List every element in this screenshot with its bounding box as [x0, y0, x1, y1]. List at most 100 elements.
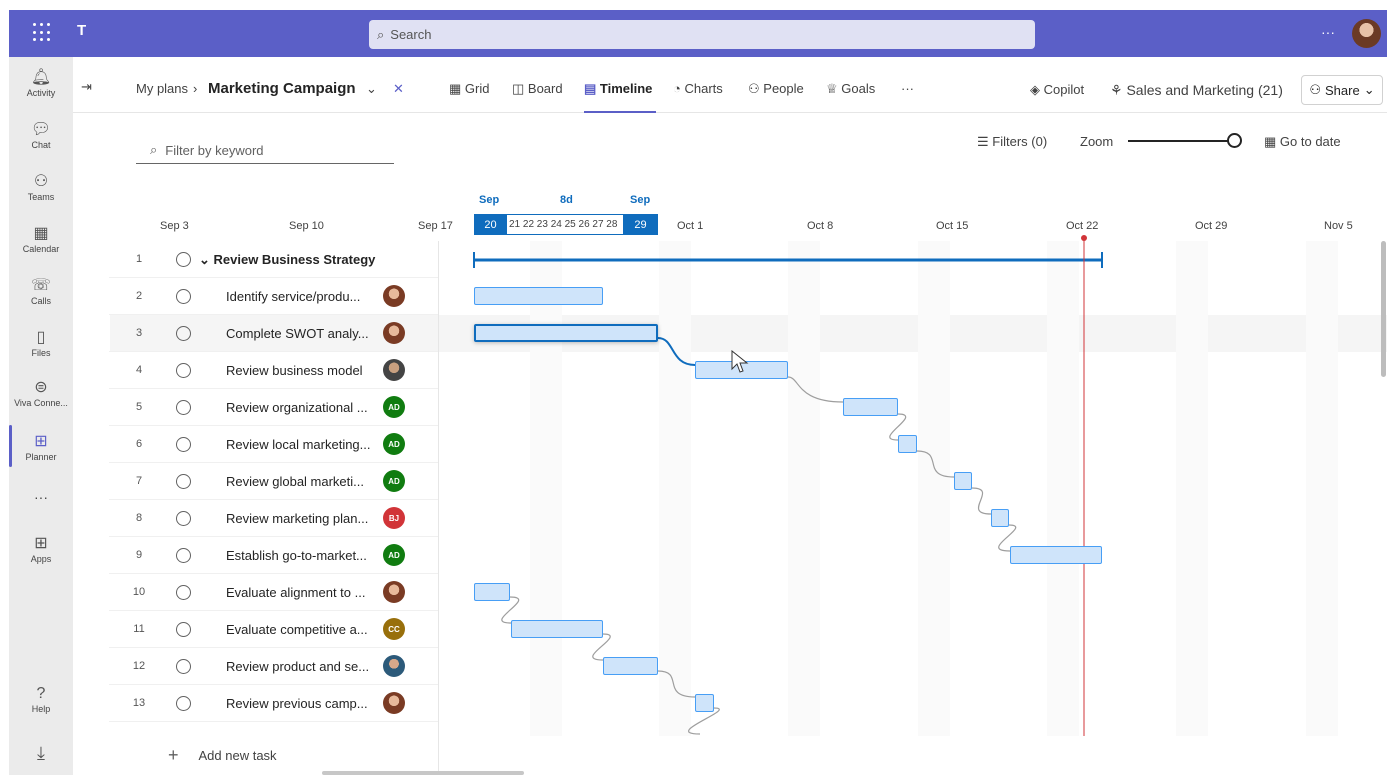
rail-item-chat[interactable]: 💬︎ Chat — [9, 119, 73, 150]
task-title[interactable]: Review local marketing... — [226, 437, 371, 452]
search-box[interactable]: ⌕ Search — [369, 20, 1035, 49]
task-title[interactable]: Review business model — [226, 363, 363, 378]
task-row[interactable]: 8 Review marketing plan... BJ — [109, 500, 439, 537]
task-title[interactable]: Review product and se... — [226, 659, 370, 674]
rail-item-viva[interactable]: ⊜ Viva Conne... — [9, 377, 73, 408]
task-row[interactable]: 3 Complete SWOT analy... — [109, 315, 439, 352]
task-bar[interactable] — [843, 398, 898, 416]
assignee-avatar[interactable]: CC — [383, 618, 405, 640]
task-bar[interactable] — [511, 620, 603, 638]
more-tabs-button[interactable]: ··· — [901, 81, 914, 96]
filters-button[interactable]: ☰ Filters (0) — [977, 134, 1047, 150]
task-bar[interactable] — [991, 509, 1009, 527]
task-row[interactable]: 13 Review previous camp... — [109, 685, 439, 722]
share-button[interactable]: ⚇ Share ⌄ — [1301, 75, 1383, 105]
task-row[interactable]: 11 Evaluate competitive a... CC — [109, 611, 439, 648]
assignee-avatar[interactable] — [383, 359, 405, 381]
task-bar[interactable] — [603, 657, 658, 675]
assignee-avatar[interactable] — [383, 581, 405, 603]
breadcrumb-my-plans[interactable]: My plans — [136, 81, 189, 96]
filter-keyword-input[interactable]: ⌕ Filter by keyword — [136, 137, 394, 164]
task-title[interactable]: Review previous camp... — [226, 696, 368, 711]
copilot-button[interactable]: ◈ Copilot — [1030, 82, 1084, 98]
task-bar[interactable] — [695, 694, 714, 712]
task-title[interactable]: Complete SWOT analy... — [226, 326, 369, 341]
assignee-avatar[interactable] — [383, 692, 405, 714]
group-members-button[interactable]: ⚘ Sales and Marketing (21) — [1110, 82, 1283, 99]
rail-item-calendar[interactable]: ▦ Calendar — [9, 223, 73, 254]
task-complete-checkbox[interactable] — [176, 511, 191, 526]
task-title[interactable]: Evaluate alignment to ... — [226, 585, 366, 600]
task-title[interactable]: Identify service/produ... — [226, 289, 361, 304]
chevron-down-icon[interactable]: ⌄ — [199, 252, 214, 267]
rail-item-files[interactable]: ▯ Files — [9, 327, 73, 358]
download-icon[interactable]: ⤓ — [37, 743, 45, 763]
task-title[interactable]: ⌄ Review Business Strategy — [199, 252, 375, 268]
task-complete-checkbox[interactable] — [176, 548, 191, 563]
task-complete-checkbox[interactable] — [176, 437, 191, 452]
assignee-avatar[interactable] — [383, 285, 405, 307]
task-title[interactable]: Establish go-to-market... — [226, 548, 367, 563]
task-row[interactable]: 10 Evaluate alignment to ... — [109, 574, 439, 611]
task-title[interactable]: Review marketing plan... — [226, 511, 369, 526]
assignee-avatar[interactable]: BJ — [383, 507, 405, 529]
rail-item-activity[interactable]: 🔔︎ Activity — [9, 67, 73, 98]
assignee-avatar[interactable] — [383, 322, 405, 344]
rail-item-planner[interactable]: ⊞ Planner — [9, 431, 73, 462]
tab-board[interactable]: ◫ Board — [512, 81, 563, 97]
collapse-panel-icon[interactable]: ⇥ — [81, 79, 92, 94]
tab-people[interactable]: ⚇ People — [748, 81, 804, 97]
task-title[interactable]: Review organizational ... — [226, 400, 368, 415]
task-row[interactable]: 4 Review business model — [109, 352, 439, 389]
task-complete-checkbox[interactable] — [176, 622, 191, 637]
summary-bar[interactable] — [473, 252, 1103, 268]
task-title[interactable]: Review global marketi... — [226, 474, 364, 489]
task-row[interactable]: 12 Review product and se... — [109, 648, 439, 685]
app-launcher-icon[interactable] — [33, 23, 53, 43]
rail-item-help[interactable]: ? Help — [9, 685, 73, 714]
task-complete-checkbox[interactable] — [176, 474, 191, 489]
assignee-avatar[interactable]: AD — [383, 544, 405, 566]
task-complete-checkbox[interactable] — [176, 400, 191, 415]
rail-more-button[interactable]: ··· — [34, 489, 48, 505]
rail-item-teams[interactable]: ⚇ Teams — [9, 171, 73, 202]
rail-item-calls[interactable]: ☏ Calls — [9, 275, 73, 306]
more-options-button[interactable]: ··· — [1321, 24, 1335, 40]
task-complete-checkbox[interactable] — [176, 585, 191, 600]
rail-item-apps[interactable]: ⊞ Apps — [9, 533, 73, 564]
task-bar[interactable] — [898, 435, 917, 453]
tab-charts[interactable]: ◔ Charts — [673, 81, 723, 96]
plan-dropdown-chevron-icon[interactable]: ⌄ — [366, 81, 377, 96]
task-complete-checkbox[interactable] — [176, 326, 191, 341]
go-to-date-button[interactable]: ▦ Go to date — [1264, 134, 1341, 150]
task-row[interactable]: 7 Review global marketi... AD — [109, 463, 439, 500]
task-bar[interactable] — [954, 472, 972, 490]
task-bar[interactable] — [474, 583, 510, 601]
task-bar-selected[interactable] — [474, 324, 658, 342]
tab-grid[interactable]: ▦ Grid — [449, 81, 489, 97]
task-row[interactable]: 9 Establish go-to-market... AD — [109, 537, 439, 574]
task-complete-checkbox[interactable] — [176, 659, 191, 674]
task-row[interactable]: 2 Identify service/produ... — [109, 278, 439, 315]
task-complete-checkbox[interactable] — [176, 696, 191, 711]
task-row[interactable]: 6 Review local marketing... AD — [109, 426, 439, 463]
zoom-slider-track[interactable] — [1128, 140, 1234, 142]
task-bar[interactable] — [1010, 546, 1102, 564]
assignee-avatar[interactable]: AD — [383, 433, 405, 455]
tab-goals[interactable]: ♕ Goals — [826, 81, 875, 97]
plan-title[interactable]: Marketing Campaign — [208, 80, 356, 97]
vertical-scrollbar[interactable] — [1381, 241, 1386, 377]
zoom-slider-handle[interactable] — [1227, 133, 1242, 148]
task-row[interactable]: 5 Review organizational ... AD — [109, 389, 439, 426]
user-avatar[interactable] — [1352, 19, 1381, 48]
add-new-task-button[interactable]: + Add new task — [168, 745, 277, 766]
horizontal-scrollbar[interactable] — [322, 771, 524, 775]
task-complete-checkbox[interactable] — [176, 289, 191, 304]
task-title[interactable]: Evaluate competitive a... — [226, 622, 368, 637]
task-bar[interactable] — [474, 287, 603, 305]
task-complete-checkbox[interactable] — [176, 363, 191, 378]
assignee-avatar[interactable]: AD — [383, 470, 405, 492]
assignee-avatar[interactable] — [383, 655, 405, 677]
task-row-summary[interactable]: 1 ⌄ Review Business Strategy — [109, 241, 439, 278]
task-complete-checkbox[interactable] — [176, 252, 191, 267]
